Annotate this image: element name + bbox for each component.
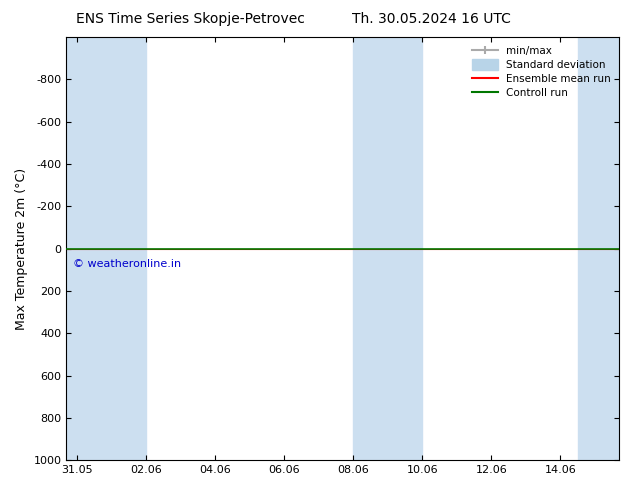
Text: ENS Time Series Skopje-Petrovec: ENS Time Series Skopje-Petrovec: [75, 12, 305, 26]
Legend: min/max, Standard deviation, Ensemble mean run, Controll run: min/max, Standard deviation, Ensemble me…: [469, 42, 614, 101]
Text: © weatheronline.in: © weatheronline.in: [74, 259, 181, 269]
Bar: [578, 37, 619, 460]
Bar: [353, 37, 422, 460]
Text: Th. 30.05.2024 16 UTC: Th. 30.05.2024 16 UTC: [352, 12, 510, 26]
Y-axis label: Max Temperature 2m (°C): Max Temperature 2m (°C): [15, 168, 28, 330]
Bar: [67, 37, 146, 460]
